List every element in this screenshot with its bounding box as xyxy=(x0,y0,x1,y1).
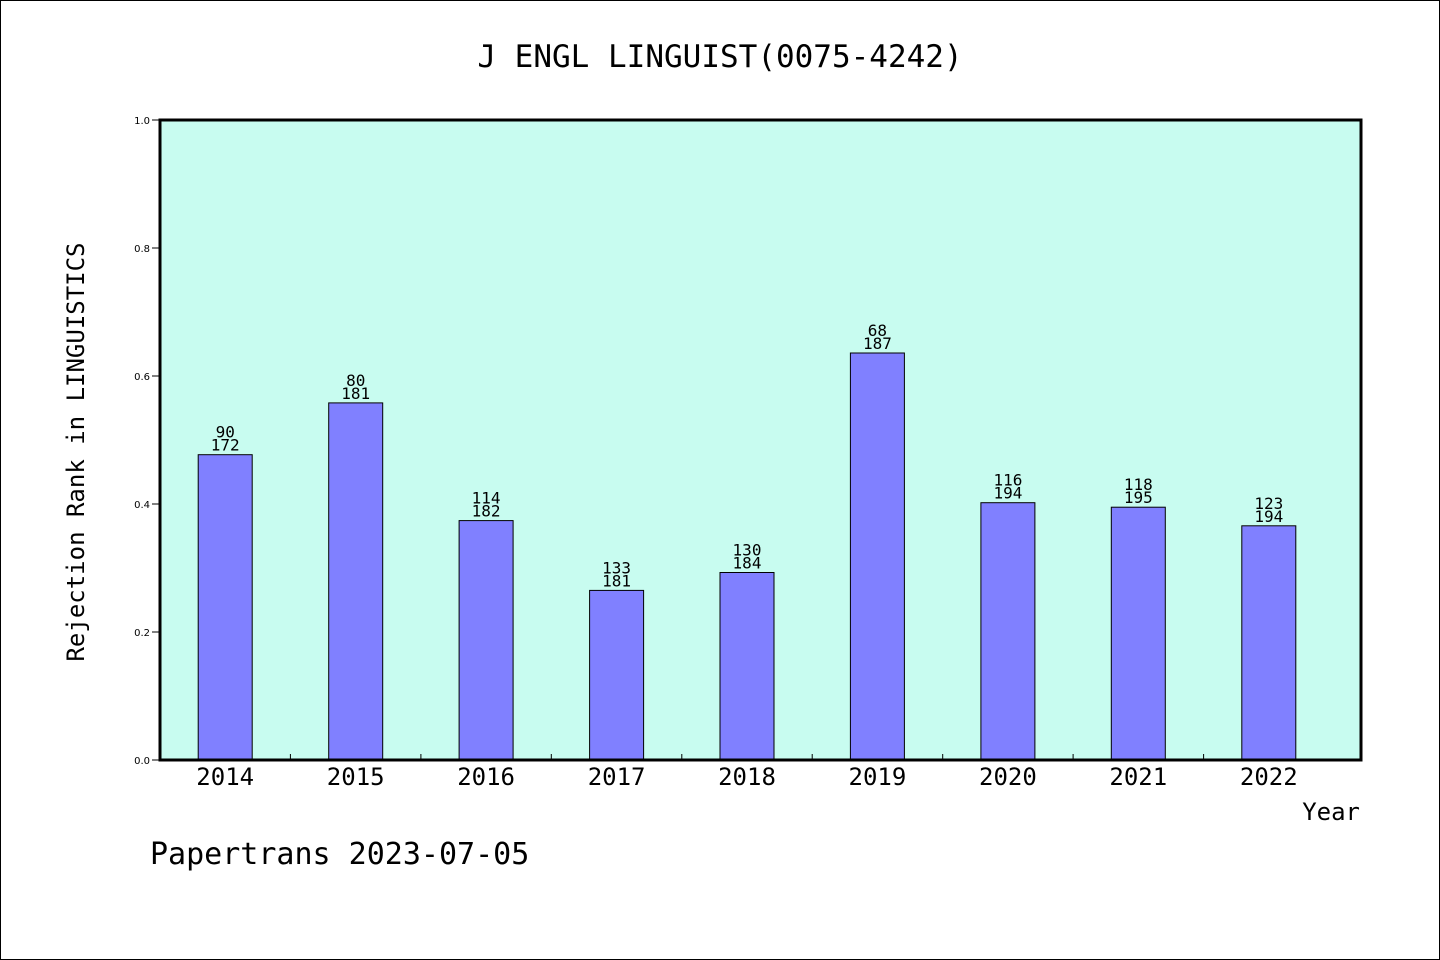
x-axis-title: Year xyxy=(1302,798,1360,826)
y-tick-label-0.4: 0.4 xyxy=(134,500,150,511)
bar-2016 xyxy=(458,520,514,761)
footer-credit: Papertrans 2023-07-05 xyxy=(150,837,529,872)
bar-label-bottom-2021: 195 xyxy=(1124,488,1153,507)
bar-label-top-2018: 130 xyxy=(733,541,762,560)
plot-border xyxy=(158,118,1363,762)
chart-title: J ENGL LINGUIST(0075-4242) xyxy=(477,39,962,75)
bar-2018 xyxy=(719,572,775,761)
bars xyxy=(197,352,1297,761)
y-tick-label-1.0: 1.0 xyxy=(134,116,150,127)
bar-label-bottom-2018: 184 xyxy=(733,554,762,573)
bar-label-bottom-2015: 181 xyxy=(341,384,370,403)
y-axis-title: Rejection Rank in LINGUISTICS xyxy=(62,242,90,661)
x-tick-label-2018: 2018 xyxy=(718,763,776,791)
y-tick-label-0.8: 0.8 xyxy=(134,244,150,255)
bar-label-bottom-2019: 187 xyxy=(863,334,892,353)
y-tick-label-0.2: 0.2 xyxy=(134,628,150,639)
x-axis: 2014 2015 2016 2017 2018 2019 2020 2021 2022 xyxy=(196,754,1298,791)
bar-label-bottom-2014: 172 xyxy=(211,436,240,455)
bar-2020 xyxy=(980,502,1036,761)
x-tick-label-2017: 2017 xyxy=(588,763,646,791)
bar-label-top-2016: 114 xyxy=(472,489,501,508)
x-tick-label-2022: 2022 xyxy=(1240,763,1298,791)
bar-2015 xyxy=(328,402,384,761)
bar-label-top-2015: 80 xyxy=(346,371,365,390)
bar-label-bottom-2016: 182 xyxy=(472,502,501,521)
y-tick-label-0.6: 0.6 xyxy=(134,372,150,383)
x-tick-label-2014: 2014 xyxy=(196,763,254,791)
bar-label-bottom-2017: 181 xyxy=(602,571,631,590)
bar-label-top-2021: 118 xyxy=(1124,475,1153,494)
bar-label-top-2019: 68 xyxy=(868,321,887,340)
x-tick-label-2016: 2016 xyxy=(457,763,515,791)
y-axis: 0.0 0.2 0.4 0.6 0.8 1.0 xyxy=(134,116,160,767)
bar-2019 xyxy=(849,352,905,761)
bar-label-bottom-2020: 194 xyxy=(993,484,1022,503)
bar-label-top-2014: 90 xyxy=(216,423,235,442)
bar-2014 xyxy=(197,454,253,761)
bar-2021 xyxy=(1110,506,1166,761)
x-tick-label-2019: 2019 xyxy=(849,763,907,791)
bar-label-top-2022: 123 xyxy=(1254,494,1283,513)
bar-label-top-2017: 133 xyxy=(602,558,631,577)
bar-2022 xyxy=(1241,525,1297,761)
x-tick-label-2021: 2021 xyxy=(1109,763,1167,791)
bar-label-bottom-2022: 194 xyxy=(1254,507,1283,526)
x-tick-label-2020: 2020 xyxy=(979,763,1037,791)
x-tick-label-2015: 2015 xyxy=(327,763,385,791)
bar-2017 xyxy=(589,589,645,761)
y-tick-label-0.0: 0.0 xyxy=(134,756,150,767)
bar-label-top-2020: 116 xyxy=(993,471,1022,490)
